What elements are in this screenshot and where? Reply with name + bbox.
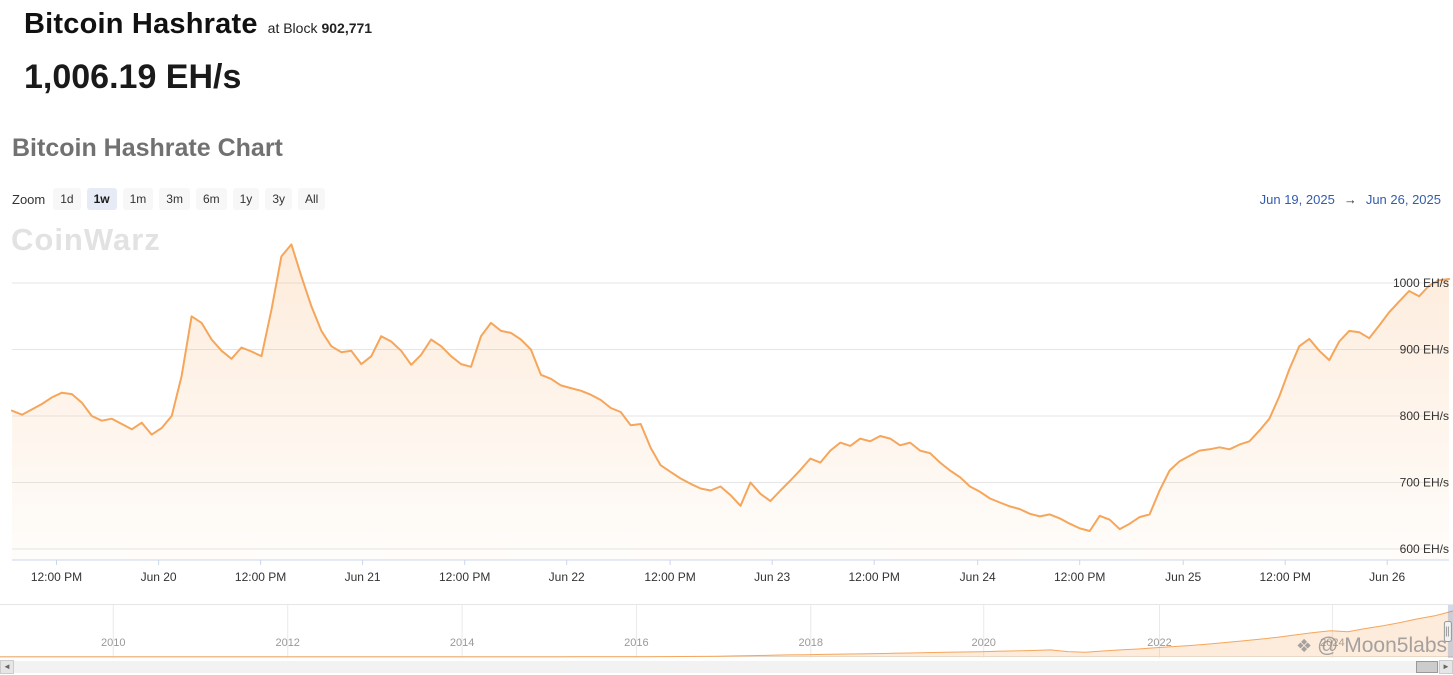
- credit-watermark-text: @ Moon5labs: [1317, 634, 1447, 657]
- zoom-button-1y[interactable]: 1y: [232, 188, 260, 210]
- svg-text:Jun 20: Jun 20: [141, 570, 177, 584]
- zoom-button-1d[interactable]: 1d: [53, 188, 81, 210]
- page-title: Bitcoin Hashrate: [24, 8, 258, 40]
- svg-text:2010: 2010: [101, 637, 125, 649]
- date-range: Jun 19, 2025 → Jun 26, 2025: [1260, 192, 1441, 207]
- zoom-button-all[interactable]: All: [298, 188, 326, 210]
- moon5labs-icon: ❖: [1295, 635, 1313, 656]
- zoom-button-3y[interactable]: 3y: [265, 188, 292, 210]
- range-from-input[interactable]: Jun 19, 2025: [1259, 192, 1335, 207]
- svg-text:Jun 25: Jun 25: [1165, 570, 1201, 584]
- chart-navigator[interactable]: 2010 2012 2014 2016 2018 2020 2022 2024: [0, 604, 1453, 658]
- hashrate-area-chart[interactable]: 12:00 PM Jun 20 12:00 PM Jun 21 12:00 PM Jun …: [0, 218, 1453, 586]
- svg-text:800 EH/s: 800 EH/s: [1400, 409, 1449, 423]
- scrollbar-right-arrow-button[interactable]: ►: [1439, 660, 1453, 674]
- scrollbar-thumb[interactable]: [1416, 661, 1438, 673]
- svg-text:2014: 2014: [450, 637, 474, 649]
- svg-text:Jun 23: Jun 23: [754, 570, 790, 584]
- range-arrow-icon: →: [1343, 192, 1357, 207]
- chart-heading: Bitcoin Hashrate Chart: [12, 134, 283, 162]
- svg-text:12:00 PM: 12:00 PM: [439, 570, 490, 584]
- header: Bitcoin Hashrate at Block 902,771: [24, 8, 372, 41]
- svg-text:900 EH/s: 900 EH/s: [1400, 343, 1449, 357]
- zoom-button-3m[interactable]: 3m: [159, 188, 190, 210]
- svg-text:12:00 PM: 12:00 PM: [31, 570, 82, 584]
- zoom-label: Zoom: [12, 191, 46, 207]
- svg-text:12:00 PM: 12:00 PM: [1054, 570, 1105, 584]
- current-hashrate-value: 1,006.19 EH/s: [24, 58, 242, 96]
- svg-text:2012: 2012: [275, 637, 299, 649]
- scrollbar-track[interactable]: [14, 661, 1439, 673]
- block-info: at Block 902,771: [268, 20, 372, 36]
- svg-text:1000 EH/s: 1000 EH/s: [1393, 276, 1449, 290]
- svg-text:12:00 PM: 12:00 PM: [849, 570, 900, 584]
- navigator-mini-chart[interactable]: 2010 2012 2014 2016 2018 2020 2022 2024: [0, 605, 1453, 658]
- svg-text:700 EH/s: 700 EH/s: [1400, 476, 1449, 490]
- zoom-controls: Zoom 1d 1w 1m 3m 6m 1y 3y All: [12, 188, 326, 210]
- at-block-label: at Block: [267, 20, 318, 36]
- svg-text:12:00 PM: 12:00 PM: [1260, 570, 1311, 584]
- zoom-button-1m[interactable]: 1m: [122, 188, 154, 210]
- zoom-button-6m[interactable]: 6m: [195, 188, 227, 210]
- svg-text:Jun 21: Jun 21: [345, 570, 381, 584]
- svg-text:12:00 PM: 12:00 PM: [235, 570, 286, 584]
- credit-watermark: ❖ @ Moon5labs: [1296, 634, 1447, 658]
- svg-text:2022: 2022: [1147, 637, 1171, 649]
- svg-text:12:00 PM: 12:00 PM: [644, 570, 695, 584]
- zoom-button-1w[interactable]: 1w: [86, 188, 117, 210]
- svg-text:2016: 2016: [624, 637, 648, 649]
- horizontal-scrollbar[interactable]: ◄ ►: [0, 660, 1453, 674]
- svg-text:2020: 2020: [971, 637, 995, 649]
- svg-text:2024: 2024: [1320, 637, 1344, 649]
- scrollbar-left-arrow-button[interactable]: ◄: [0, 660, 14, 674]
- coinwarz-logo-watermark: CoinWarz: [11, 222, 161, 257]
- svg-text:Jun 26: Jun 26: [1369, 570, 1405, 584]
- svg-text:600 EH/s: 600 EH/s: [1400, 542, 1449, 556]
- block-number: 902,771: [321, 20, 373, 36]
- svg-text:2018: 2018: [799, 637, 823, 649]
- range-to-input[interactable]: Jun 26, 2025: [1365, 192, 1441, 207]
- svg-text:Jun 24: Jun 24: [960, 570, 996, 584]
- svg-text:Jun 22: Jun 22: [549, 570, 585, 584]
